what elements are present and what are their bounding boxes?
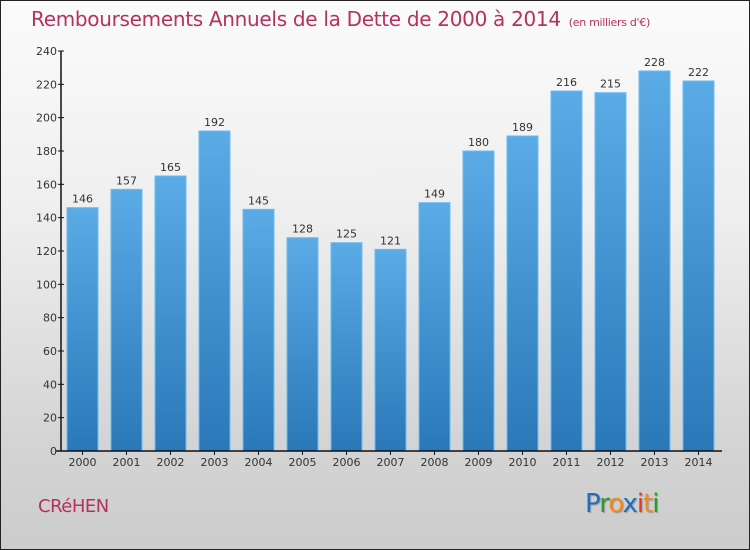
x-tick-label-2007: 2007 bbox=[377, 456, 405, 469]
x-tick-label-2008: 2008 bbox=[421, 456, 449, 469]
data-label-2007: 121 bbox=[380, 234, 401, 247]
bar-2006 bbox=[330, 242, 363, 452]
x-tick-label-2004: 2004 bbox=[245, 456, 273, 469]
logo-letter: i bbox=[652, 489, 659, 519]
bar-2013 bbox=[638, 70, 671, 452]
bars-group: 146 157 165 192 145 128 125 121 149 180 189 216 215 2… bbox=[66, 56, 715, 452]
logo-letter: i bbox=[636, 489, 644, 519]
x-tick-label-2013: 2013 bbox=[641, 456, 669, 469]
bar-2007 bbox=[374, 248, 407, 452]
bar-2004 bbox=[242, 208, 275, 452]
logo-letter: r bbox=[599, 489, 609, 519]
data-label-2003: 192 bbox=[204, 116, 225, 129]
x-tick-label-2006: 2006 bbox=[333, 456, 361, 469]
x-tick-label-2001: 2001 bbox=[113, 456, 141, 469]
y-tick-label-200: 200 bbox=[36, 112, 57, 125]
bar-2000 bbox=[66, 207, 99, 452]
bar-2014 bbox=[682, 80, 715, 452]
bar-2008 bbox=[418, 202, 451, 452]
y-tick-label-60: 60 bbox=[43, 345, 57, 358]
chart-title: Remboursements Annuels de la Dette de 20… bbox=[31, 7, 650, 31]
y-tick-label-100: 100 bbox=[36, 278, 57, 291]
x-tick-label-2011: 2011 bbox=[553, 456, 581, 469]
title-unit: (en milliers d'€) bbox=[568, 16, 650, 29]
y-tick-label-140: 140 bbox=[36, 212, 57, 225]
bar-2012 bbox=[594, 92, 627, 452]
logo-letter: o bbox=[608, 489, 623, 519]
x-tick-label-2014: 2014 bbox=[685, 456, 713, 469]
data-label-2004: 145 bbox=[248, 194, 269, 207]
data-label-2008: 149 bbox=[424, 188, 445, 201]
bar-2009 bbox=[462, 150, 495, 452]
x-tick-label-2002: 2002 bbox=[157, 456, 185, 469]
bar-2001 bbox=[110, 188, 143, 452]
y-tick-label-160: 160 bbox=[36, 178, 57, 191]
x-tick-label-2005: 2005 bbox=[289, 456, 317, 469]
logo-letter: x bbox=[622, 489, 637, 519]
data-label-2011: 216 bbox=[556, 76, 577, 89]
data-label-2013: 228 bbox=[644, 56, 665, 69]
logo-letter: P bbox=[585, 489, 600, 519]
bar-2010 bbox=[506, 135, 539, 452]
y-tick-label-120: 120 bbox=[36, 245, 57, 258]
x-tick-label-2000: 2000 bbox=[69, 456, 97, 469]
y-tick-label-220: 220 bbox=[36, 78, 57, 91]
data-label-2000: 146 bbox=[72, 193, 93, 206]
x-tick-label-2009: 2009 bbox=[465, 456, 493, 469]
data-label-2012: 215 bbox=[600, 78, 621, 91]
x-tick-label-2012: 2012 bbox=[597, 456, 625, 469]
data-label-2009: 180 bbox=[468, 136, 489, 149]
y-tick-label-240: 240 bbox=[36, 45, 57, 58]
x-tick-label-2003: 2003 bbox=[201, 456, 229, 469]
commune-name: CRéHEN bbox=[38, 496, 109, 517]
y-tick-label-40: 40 bbox=[43, 378, 57, 391]
y-tick-label-80: 80 bbox=[43, 312, 57, 325]
y-tick-label-0: 0 bbox=[50, 445, 57, 458]
bar-2011 bbox=[550, 90, 583, 452]
data-label-2001: 157 bbox=[116, 174, 137, 187]
logo-letter: t bbox=[643, 489, 653, 519]
data-label-2006: 125 bbox=[336, 228, 357, 241]
proxiti-logo[interactable]: Proxiti bbox=[585, 489, 660, 519]
bar-2005 bbox=[286, 237, 319, 452]
data-label-2005: 128 bbox=[292, 223, 313, 236]
bar-2003 bbox=[198, 130, 231, 452]
bar-2002 bbox=[154, 175, 187, 452]
y-tick-label-180: 180 bbox=[36, 145, 57, 158]
title-text: Remboursements Annuels de la Dette de 20… bbox=[31, 7, 561, 31]
y-tick-label-20: 20 bbox=[43, 412, 57, 425]
x-tick-label-2010: 2010 bbox=[509, 456, 537, 469]
axes-group: 2000 2001 2002 2003 2004 2005 2006 2007 2008 2009… bbox=[36, 45, 722, 469]
data-label-2014: 222 bbox=[688, 66, 709, 79]
data-label-2002: 165 bbox=[160, 161, 181, 174]
data-label-2010: 189 bbox=[512, 121, 533, 134]
